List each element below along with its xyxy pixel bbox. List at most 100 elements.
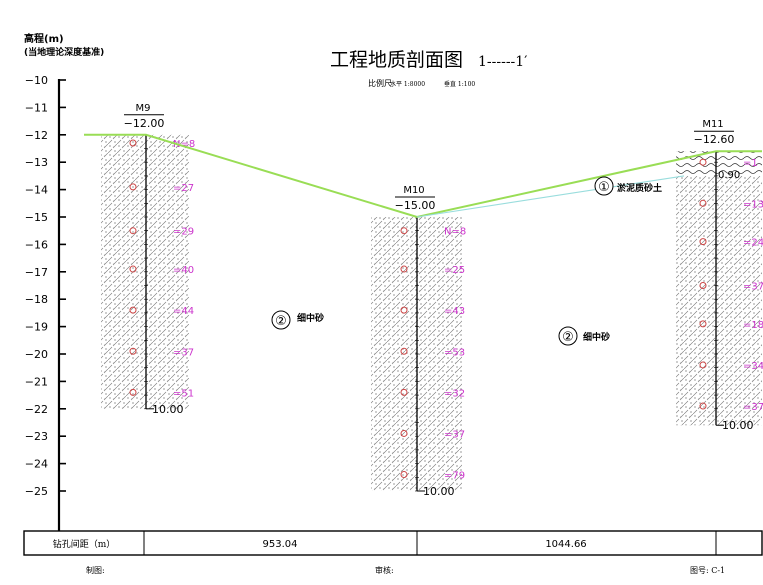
- spt-sample-marker: [129, 388, 137, 396]
- spt-value-label: =37: [743, 282, 763, 293]
- spt-value-label: =29: [173, 227, 194, 238]
- layer-name: 细中砂: [297, 312, 324, 324]
- borehole-depth-label: 10.00: [152, 403, 184, 416]
- spt-value-label: =44: [173, 306, 194, 317]
- spt-sample-marker: [699, 199, 707, 207]
- axis-tick-label: −20: [25, 348, 48, 361]
- spt-sample-marker: [699, 320, 707, 328]
- layer-number-circle: [594, 176, 614, 196]
- spt-value-label: =1: [743, 158, 758, 169]
- drawing-title: 工程地质剖面图: [330, 49, 463, 71]
- spt-sample-marker: [129, 265, 137, 273]
- layer-label-2a: ② 细中砂: [271, 310, 324, 330]
- spt-value-label: =51: [173, 388, 194, 399]
- scale-vertical: 垂直 1:100: [444, 80, 475, 88]
- spt-sample-marker: [400, 265, 408, 273]
- layer-number: ②: [275, 314, 287, 329]
- spt-value-label: =37: [173, 347, 194, 358]
- borehole-soil-column: [676, 151, 762, 426]
- spt-sample-marker: [699, 238, 707, 246]
- axis-tick-label: −21: [25, 375, 48, 388]
- spt-value-label: =27: [173, 183, 194, 194]
- axis-tick-label: −13: [25, 156, 48, 169]
- borehole-top-elevation: −12.00: [124, 117, 165, 130]
- layer-number: ②: [562, 330, 574, 345]
- axis-tick-label: −15: [25, 211, 48, 224]
- spacing-table: 钻孔间距（m） 953.04 1044.66: [23, 530, 763, 556]
- borehole-top-elevation: −15.00: [395, 199, 436, 212]
- spt-sample-marker: [400, 306, 408, 314]
- elevation-axis-title: 高程(m): [24, 32, 64, 45]
- spt-sample-marker: [129, 183, 137, 191]
- spt-sample-marker: [129, 227, 137, 235]
- spt-value-label: =18: [743, 320, 763, 331]
- layer-label-2b: ② 细中砂: [558, 326, 610, 346]
- spt-sample-marker: [699, 361, 707, 369]
- spt-value-label: =37: [444, 429, 465, 440]
- borehole-depth-label: 10.00: [423, 485, 455, 498]
- axis-tick-label: −12: [25, 129, 48, 142]
- axis-tick-label: −10: [25, 74, 48, 87]
- drawing-number: 图号: C-1: [690, 566, 725, 575]
- borehole-depth-label: 10.00: [722, 419, 754, 432]
- spacing-m9-m10: 953.04: [263, 539, 298, 550]
- spt-value-label: N=8: [173, 139, 195, 150]
- spt-value-label: =79: [444, 471, 465, 482]
- review-label: 审核:: [375, 565, 394, 575]
- scale-label: 比例尺: [368, 78, 392, 88]
- drawn-by-label: 制图:: [86, 565, 105, 575]
- silt-layer-fill: [676, 151, 762, 176]
- spt-sample-marker: [129, 306, 137, 314]
- table-header: 钻孔间距（m）: [53, 538, 116, 550]
- spt-sample-marker: [699, 158, 707, 166]
- axis-tick-label: −22: [25, 403, 48, 416]
- borehole-name: M9: [136, 103, 151, 114]
- spt-value-label: =13: [743, 199, 763, 210]
- layer-label-1: ① 淤泥质砂土: [594, 176, 662, 196]
- axis-tick-label: −25: [25, 485, 48, 498]
- axis-tick-label: −16: [25, 238, 48, 251]
- spt-sample-marker: [400, 227, 408, 235]
- axis-tick-label: −18: [25, 293, 48, 306]
- spt-value-label: N=8: [444, 227, 466, 238]
- axis-tick-label: −14: [25, 184, 48, 197]
- spt-value-label: =40: [173, 265, 194, 276]
- spt-sample-marker: [400, 347, 408, 355]
- layer-number-circle: [271, 310, 291, 330]
- borehole-name: M10: [403, 185, 424, 196]
- axis-tick-label: −24: [25, 458, 48, 471]
- boreholes-layer: 10.00 M9 −12.00 N=8 =27 =29 =40 =44 =37 =51 10.00 M…: [84, 103, 763, 498]
- spt-sample-marker: [129, 139, 137, 147]
- layer-name: 淤泥质砂土: [617, 182, 662, 194]
- layer-thickness-label: 0.90: [718, 170, 740, 181]
- spt-sample-marker: [400, 429, 408, 437]
- elevation-axis: −10 −11 −12 −13 −14 −15 −16 −17 −18 −19 −20 −21 −22 −…: [25, 74, 66, 533]
- layer-boundary-line: [416, 175, 685, 218]
- axis-tick-label: −11: [25, 101, 48, 114]
- layer-number-circle: [558, 326, 578, 346]
- spt-sample-marker: [400, 388, 408, 396]
- axis-tick-label: −17: [25, 266, 48, 279]
- elevation-axis-subtitle: (当地理论深度基准): [24, 46, 104, 58]
- layer-name: 细中砂: [583, 331, 610, 343]
- spt-value-label: =43: [444, 306, 465, 317]
- borehole-top-elevation: −12.60: [694, 133, 735, 146]
- axis-tick-label: −19: [25, 321, 48, 334]
- table-frame: [23, 530, 763, 556]
- spt-sample-marker: [699, 282, 707, 289]
- spt-value-label: =25: [444, 265, 465, 276]
- spt-sample-marker: [699, 402, 707, 410]
- borehole-name: M11: [702, 119, 723, 130]
- spt-sample-marker: [129, 347, 137, 355]
- spt-sample-marker: [400, 471, 408, 479]
- layer-number: ①: [598, 180, 610, 195]
- scale-horizontal: 水平 1:8000: [390, 80, 425, 88]
- spt-value-label: =37: [743, 402, 763, 413]
- section-id: 1------1′: [478, 54, 527, 70]
- spt-value-label: =32: [444, 388, 465, 399]
- spt-value-label: =34: [743, 361, 763, 372]
- spacing-m10-m11: 1044.66: [545, 539, 586, 550]
- axis-tick-label: −23: [25, 430, 48, 443]
